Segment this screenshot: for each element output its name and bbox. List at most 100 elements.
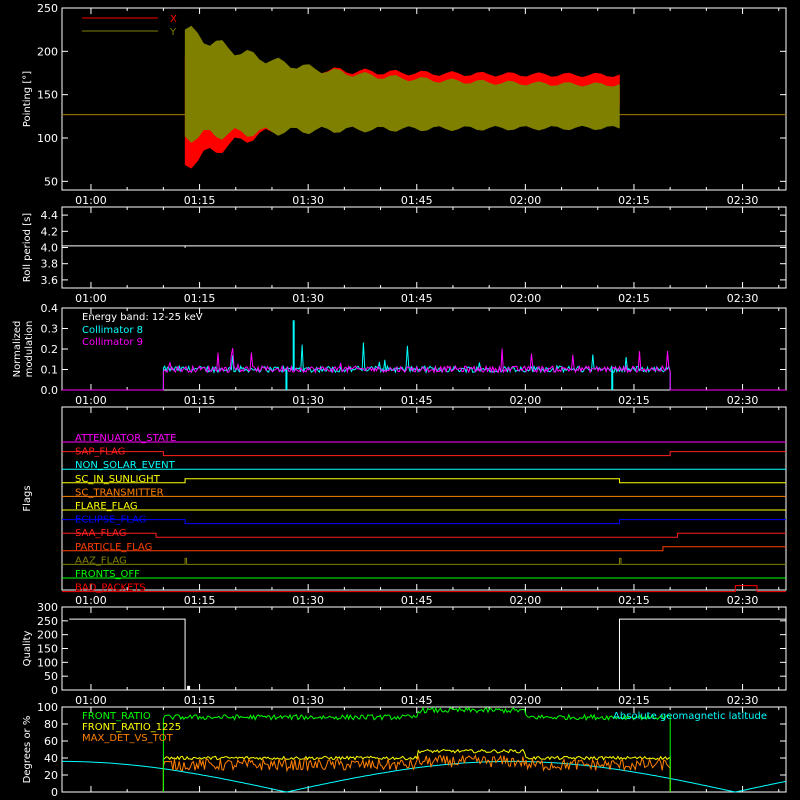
energy-band-annotation: Energy band: 12-25 keV [82,312,203,323]
modulation-trace [62,348,786,391]
y-tick-label: 4.4 [41,209,59,222]
plot-frame-0 [61,7,787,191]
front-ratio-trace [162,706,671,792]
legend-label-geomagnetic-latitude: Absolute geomagnetic latitude [613,711,767,722]
plot-frame-1 [61,206,787,289]
x-tick-label: 02:00 [510,394,542,407]
quality-trace [69,618,786,691]
x-tick-label: 02:15 [618,694,650,707]
flag-label-particle_flag: PARTICLE_FLAG [75,542,152,553]
plot-frame-5 [61,706,787,793]
flag-label-aaz_flag: AAZ_FLAG [75,555,127,566]
y-tick-label: 60 [44,735,58,748]
y-tick-label: 0 [51,786,58,799]
x-tick-label: 01:00 [75,694,107,707]
flag-label-flare_flag: FLARE_FLAG [75,501,138,512]
flag-label-sc_in_sunlight: SC_IN_SUNLIGHT [75,474,161,485]
legend-label-Y: Y [169,27,177,38]
x-tick-label: 02:30 [727,594,759,607]
x-tick-label: 01:15 [184,194,216,207]
max-det-vs-tot-trace [162,754,671,792]
x-tick-label: 02:30 [727,194,759,207]
flag-label-bad_packets: BAD_PACKETS [75,583,146,594]
x-tick-label: 02:00 [510,194,542,207]
front-ratio-1225-trace [162,748,671,792]
y-tick-label: 0.3 [41,323,59,336]
y-tick-label: 3.8 [41,258,59,271]
y-tick-label: 50 [44,175,58,188]
x-tick-label: 02:30 [727,292,759,305]
y-axis-label: Pointing [°] [22,71,33,127]
x-tick-label: 01:00 [75,194,107,207]
plot-frame-3 [61,406,787,591]
x-tick-label: 01:45 [401,292,433,305]
y-tick-label: 20 [44,769,58,782]
x-tick-label: 02:15 [618,292,650,305]
x-tick-label: 01:45 [401,194,433,207]
y-tick-label: 0.0 [41,384,59,397]
x-tick-label: 01:30 [292,394,324,407]
x-tick-label: 01:45 [401,694,433,707]
legend-label-collimator-2: Collimator 9 [82,337,143,348]
x-tick-label: 01:45 [401,394,433,407]
y-tick-label: 150 [37,89,58,102]
flag-label-sc_transmitter: SC_TRANSMITTER [75,487,164,498]
y-tick-label: 250 [37,615,58,628]
flag-trace-aaz_flag [62,557,786,565]
y-tick-label: 150 [37,643,58,656]
y-tick-label: 0.4 [41,302,59,315]
y-axis-label: Flags [22,485,33,511]
y-tick-label: 100 [37,701,58,714]
x-tick-label: 01:30 [292,594,324,607]
y-tick-label: 3.6 [41,274,59,287]
legend-label-X: X [170,14,177,25]
flag-trace-sap_flag [62,451,786,457]
x-tick-label: 02:15 [618,594,650,607]
y-tick-label: 4.2 [41,225,59,238]
x-tick-label: 01:00 [75,594,107,607]
x-tick-label: 02:30 [727,694,759,707]
pointing-envelope [184,25,620,143]
y-axis-label: Normalized [12,321,23,378]
geomagnetic-latitude-trace [62,760,787,793]
x-tick-label: 01:15 [184,694,216,707]
x-tick-label: 01:45 [401,594,433,607]
y-tick-label: 200 [37,45,58,58]
x-tick-label: 01:30 [292,292,324,305]
x-tick-label: 01:30 [292,694,324,707]
y-axis-label: Roll period [s] [22,213,33,282]
y-tick-label: 0.2 [41,343,59,356]
x-tick-label: 02:30 [727,394,759,407]
legend-label-max_det_vs_tot: MAX_DET_VS_TOT [82,733,174,744]
x-tick-label: 02:00 [510,594,542,607]
flag-trace-particle_flag [62,546,786,552]
flag-trace-sc_in_sunlight [62,478,786,484]
x-tick-label: 01:15 [184,292,216,305]
y-tick-label: 40 [44,752,58,765]
y-tick-label: 100 [37,132,58,145]
x-tick-label: 01:15 [184,594,216,607]
x-tick-label: 01:00 [75,394,107,407]
pointing-series-Y [184,25,620,143]
flag-label-non_solar_event: NON_SOLAR_EVENT [75,460,176,471]
modulation-series-2 [62,348,786,391]
legend-label-collimator-1: Collimator 8 [82,325,143,336]
x-tick-label: 02:00 [510,694,542,707]
x-tick-label: 01:00 [75,292,107,305]
y-tick-label: 0.1 [41,364,59,377]
y-tick-label: 300 [37,601,58,614]
x-tick-label: 01:30 [292,194,324,207]
legend-label-front_ratio: FRONT_RATIO [82,711,151,722]
flag-label-fronts_off: FRONTS_OFF [75,569,140,580]
y-tick-label: 80 [44,718,58,731]
flag-label-attenuator_state: ATTENUATOR_STATE [75,433,176,444]
y-tick-label: 50 [44,670,58,683]
x-tick-label: 02:15 [618,194,650,207]
y-tick-label: 100 [37,656,58,669]
quality-blip [187,685,191,690]
x-tick-label: 02:15 [618,394,650,407]
y-tick-label: 4.0 [41,242,59,255]
y-axis-label: modulation [24,321,35,378]
